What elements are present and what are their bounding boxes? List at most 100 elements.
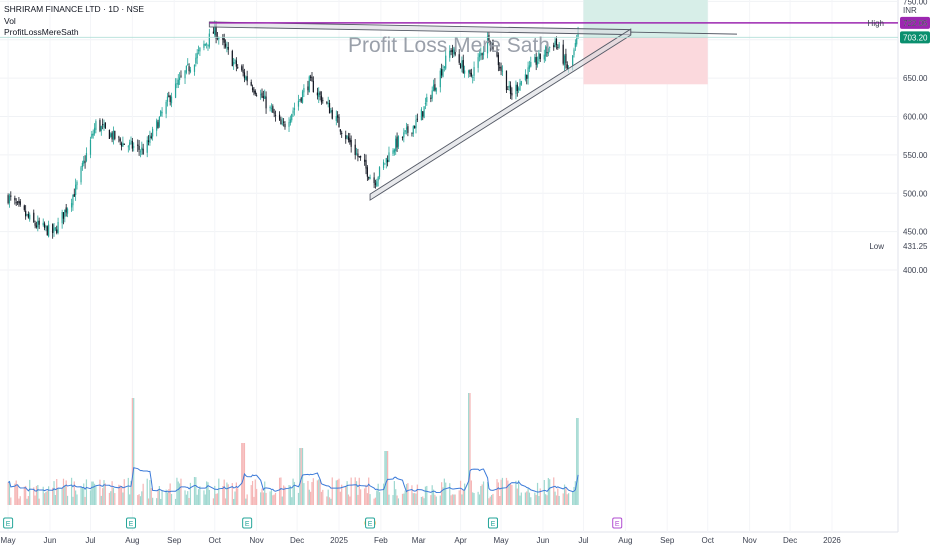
candle-body: [149, 134, 151, 144]
volume-bar: [505, 477, 508, 505]
candle-body: [168, 95, 170, 97]
candle-body: [61, 212, 63, 224]
volume-bar: [297, 492, 300, 505]
volume-bar: [256, 488, 258, 505]
x-tick-label: 2026: [823, 536, 841, 545]
candle-body: [193, 64, 196, 72]
currency-label[interactable]: INR: [903, 6, 917, 15]
candle-body: [322, 100, 324, 101]
volume-bar: [382, 483, 385, 505]
candle-body: [415, 119, 417, 129]
candle-body: [222, 37, 224, 40]
volume-bar: [80, 486, 82, 505]
x-tick-label: Jun: [44, 536, 57, 545]
candle-body: [80, 167, 82, 183]
volume-bar: [442, 487, 444, 505]
volume-bar: [14, 483, 16, 505]
volume-bar: [196, 494, 198, 505]
volume-bar: [411, 485, 413, 505]
candle-body: [226, 46, 228, 49]
volume-bar: [270, 490, 273, 505]
x-tick-label: Aug: [125, 536, 139, 545]
candle-body: [270, 108, 273, 110]
volume-bar: [492, 493, 494, 505]
candle-body: [289, 119, 291, 123]
candle-body: [527, 67, 529, 79]
volume-bar: [319, 479, 321, 505]
candle-body: [27, 214, 29, 218]
volume-bar: [573, 486, 575, 505]
high-marker-label: High: [868, 19, 884, 28]
volume-bar: [81, 487, 83, 505]
volume-bar: [482, 481, 485, 505]
volume-indicator-label[interactable]: Vol: [4, 16, 16, 26]
candle-body: [278, 114, 281, 120]
candle-body: [273, 112, 275, 114]
volume-histogram: [7, 393, 579, 505]
volume-bar: [274, 492, 277, 505]
volume-bar: [245, 498, 247, 505]
candle-body: [253, 89, 255, 93]
volume-bar: [54, 494, 56, 505]
candle-body: [95, 121, 97, 130]
volume-bar: [397, 498, 400, 505]
candle-body: [555, 39, 558, 46]
volume-bar: [415, 493, 417, 505]
volume-bar: [289, 485, 291, 505]
candle-body: [174, 83, 177, 98]
volume-bar: [478, 494, 481, 505]
volume-bar: [160, 498, 162, 505]
candle-body: [37, 220, 39, 228]
candle-body: [45, 225, 47, 227]
volume-bar: [291, 497, 293, 505]
candle-body: [199, 47, 201, 52]
candle-body: [507, 89, 509, 90]
candle-body: [14, 197, 16, 201]
candle-body: [131, 141, 133, 149]
volume-bar: [264, 481, 266, 505]
candle-body: [85, 153, 88, 161]
candle-body: [477, 57, 479, 68]
candle-body: [184, 70, 186, 79]
volume-bar: [338, 478, 340, 505]
candle-body: [114, 130, 116, 139]
candle-body: [15, 202, 17, 204]
volume-bar: [269, 491, 271, 505]
volume-bar: [281, 496, 283, 505]
volume-bar: [170, 493, 173, 505]
volume-bar: [218, 478, 220, 505]
candle-body: [364, 159, 366, 162]
volume-bar: [369, 494, 371, 505]
candle-body: [404, 130, 406, 133]
candle-body: [491, 42, 493, 45]
volume-bar: [461, 494, 463, 505]
volume-bar: [72, 496, 74, 505]
candle-body: [256, 95, 258, 97]
candle-body: [234, 59, 236, 61]
volume-bar: [366, 493, 368, 505]
volume-bar: [18, 498, 20, 505]
candle-body: [365, 160, 367, 169]
candle-body: [549, 47, 551, 48]
candle-body: [414, 125, 416, 129]
volume-bar: [127, 477, 129, 505]
last-price-tag: [900, 31, 930, 44]
earnings-marker: [242, 517, 253, 529]
volume-bar: [104, 483, 106, 505]
custom-indicator-label[interactable]: ProfitLossMereSath: [4, 27, 79, 37]
candle-body: [293, 108, 296, 110]
candle-body: [56, 229, 58, 233]
volume-bar: [365, 484, 367, 505]
candle-body: [280, 119, 282, 125]
candle-body: [129, 142, 131, 146]
event-marker-label: E: [491, 521, 496, 528]
volume-bar: [368, 477, 370, 505]
candle-body: [520, 81, 522, 85]
candle-body: [357, 153, 359, 157]
candle-body: [187, 63, 189, 65]
candle-body: [93, 127, 96, 134]
candle-body: [358, 156, 360, 157]
candle-body: [341, 132, 343, 134]
volume-bar: [237, 488, 239, 505]
